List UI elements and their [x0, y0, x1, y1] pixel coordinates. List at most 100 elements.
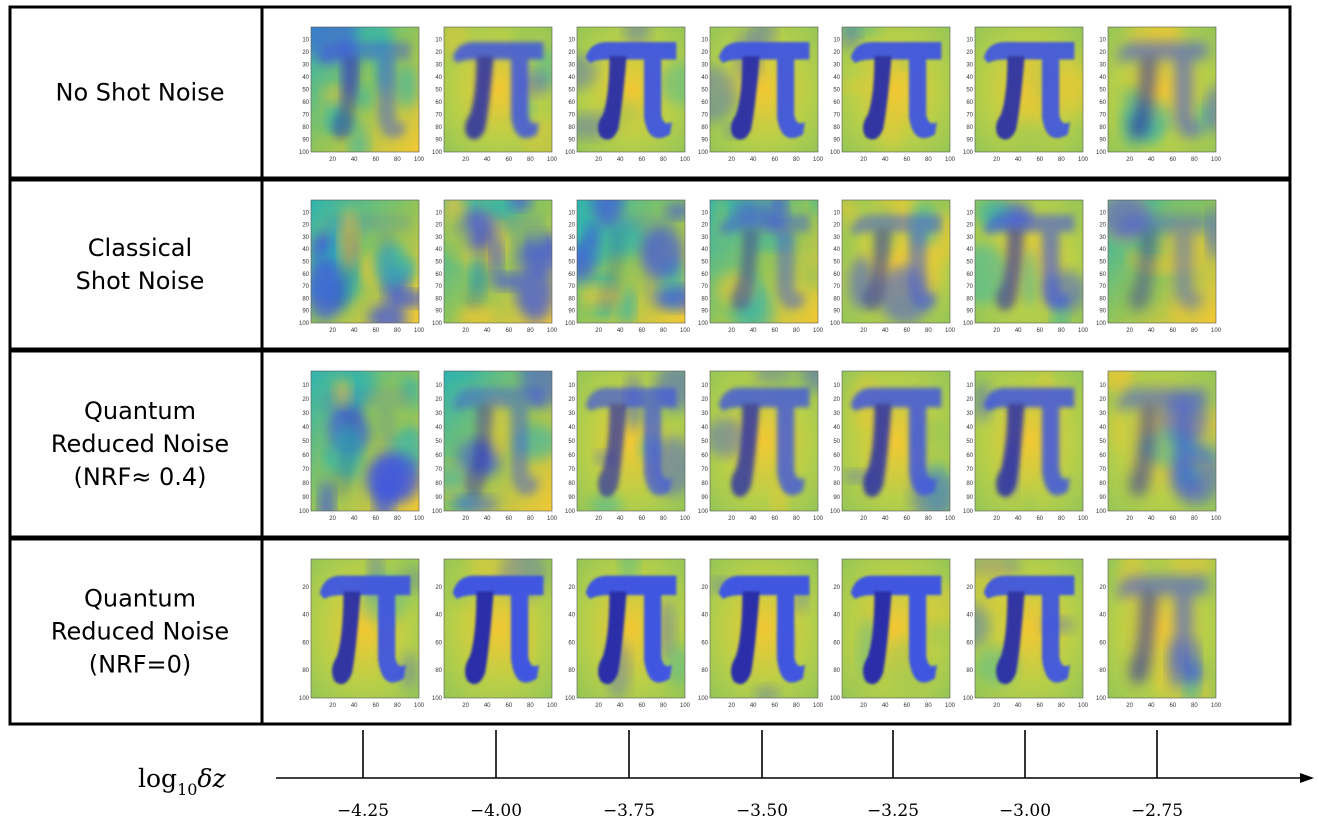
x-tick-label: 80	[793, 157, 800, 163]
y-tick-label: 80	[833, 125, 840, 131]
y-tick-label: 50	[701, 260, 708, 266]
y-tick-label: 100	[830, 150, 841, 156]
y-tick-label: 80	[701, 125, 708, 131]
y-tick-label: 90	[302, 138, 309, 144]
y-tick-label: 80	[435, 668, 442, 674]
y-tick-label: 10	[833, 38, 840, 44]
pi-shape	[983, 575, 1075, 685]
noise-blob	[1205, 85, 1216, 133]
y-tick-label: 30	[302, 63, 309, 69]
y-tick-label: 80	[435, 296, 442, 302]
x-tick-label: 100	[680, 157, 691, 163]
pi-shape	[983, 42, 1075, 140]
image-panel: 10 20 30 40 50 60 70 80 90 100 20 40 60 80 100	[963, 199, 1089, 334]
y-tick-label: 10	[1099, 383, 1106, 389]
x-tick-label: 60	[372, 516, 379, 522]
noise-blob	[1019, 248, 1039, 308]
x-tick-label: 40	[484, 157, 491, 163]
x-tick-label: 80	[394, 157, 401, 163]
y-tick-label: 40	[302, 75, 309, 81]
x-tick-label: 40	[351, 516, 358, 522]
pi-shape	[718, 214, 810, 311]
noise-blob	[590, 494, 623, 511]
x-tick-label: 40	[1015, 157, 1022, 163]
y-tick-label: 20	[701, 50, 708, 56]
axis-label: log10δz	[138, 764, 226, 799]
image-border	[443, 558, 553, 699]
x-tick-label: 80	[527, 516, 534, 522]
y-tick-label: 100	[698, 321, 709, 327]
image-border	[576, 26, 686, 153]
y-tick-label: 100	[565, 696, 576, 702]
y-tick-label: 40	[833, 75, 840, 81]
y-tick-label: 30	[1099, 411, 1106, 417]
y-tick-label: 90	[966, 138, 973, 144]
x-tick-label: 100	[414, 516, 425, 522]
pi-shape	[319, 42, 411, 140]
axis-tick-label: −3.00	[999, 801, 1051, 821]
image-border	[974, 370, 1084, 512]
y-tick-label: 40	[701, 247, 708, 253]
y-tick-label: 80	[966, 668, 973, 674]
y-tick-label: 30	[833, 63, 840, 69]
noise-blob	[842, 27, 862, 50]
row-label-line: Shot Noise	[76, 267, 205, 295]
y-tick-label: 70	[1099, 284, 1106, 290]
y-tick-label: 80	[435, 125, 442, 131]
x-tick-label: 80	[1058, 328, 1065, 334]
y-tick-label: 100	[1096, 696, 1107, 702]
y-tick-label: 40	[302, 425, 309, 431]
x-tick-label: 20	[595, 703, 602, 709]
noise-blob	[508, 200, 532, 211]
x-tick-label: 40	[1015, 703, 1022, 709]
y-tick-label: 60	[435, 640, 442, 646]
pi-shape	[585, 214, 677, 311]
y-tick-label: 60	[701, 100, 708, 106]
image-panel: 10 20 30 40 50 60 70 80 90 100 20 40 60 80 100	[1096, 26, 1222, 163]
axis-tick-label: −4.00	[470, 801, 522, 821]
x-tick-label: 40	[484, 703, 491, 709]
y-tick-label: 100	[432, 321, 443, 327]
x-tick-label: 20	[1126, 703, 1133, 709]
x-tick-label: 100	[945, 157, 956, 163]
noise-blob	[1051, 303, 1069, 323]
image-panels: 10 20 30 40 50 60 70 80 90 100 20 40 60 80 100 10 20 30 40…	[299, 26, 1222, 709]
image-border	[1107, 370, 1217, 512]
y-tick-label: 70	[435, 467, 442, 473]
y-tick-label: 40	[1099, 425, 1106, 431]
x-tick-label: 80	[527, 157, 534, 163]
x-tick-label: 100	[547, 703, 558, 709]
y-tick-label: 80	[833, 668, 840, 674]
image-border	[709, 370, 819, 512]
y-tick-label: 20	[1099, 223, 1106, 229]
y-tick-label: 100	[432, 509, 443, 515]
y-tick-label: 60	[966, 272, 973, 278]
y-tick-label: 90	[833, 495, 840, 501]
x-tick-label: 60	[1036, 703, 1043, 709]
y-tick-label: 10	[833, 383, 840, 389]
y-tick-label: 90	[568, 138, 575, 144]
y-tick-label: 60	[302, 100, 309, 106]
y-tick-label: 40	[435, 247, 442, 253]
x-tick-label: 80	[925, 516, 932, 522]
y-tick-label: 30	[435, 235, 442, 241]
y-tick-label: 60	[701, 272, 708, 278]
x-tick-label: 80	[660, 703, 667, 709]
noise-blob	[1206, 206, 1216, 259]
y-tick-label: 80	[966, 481, 973, 487]
x-tick-label: 60	[771, 516, 778, 522]
y-tick-label: 20	[1099, 585, 1106, 591]
y-tick-label: 60	[435, 453, 442, 459]
y-tick-label: 20	[833, 223, 840, 229]
x-tick-label: 60	[1169, 157, 1176, 163]
noise-blob	[395, 64, 418, 108]
y-tick-label: 90	[701, 309, 708, 315]
y-tick-label: 40	[1099, 75, 1106, 81]
x-tick-label: 60	[903, 703, 910, 709]
y-tick-label: 80	[302, 668, 309, 674]
x-tick-label: 100	[945, 703, 956, 709]
y-tick-label: 100	[698, 509, 709, 515]
y-tick-label: 30	[701, 411, 708, 417]
x-tick-label: 80	[1058, 157, 1065, 163]
pi-shape	[319, 387, 411, 497]
